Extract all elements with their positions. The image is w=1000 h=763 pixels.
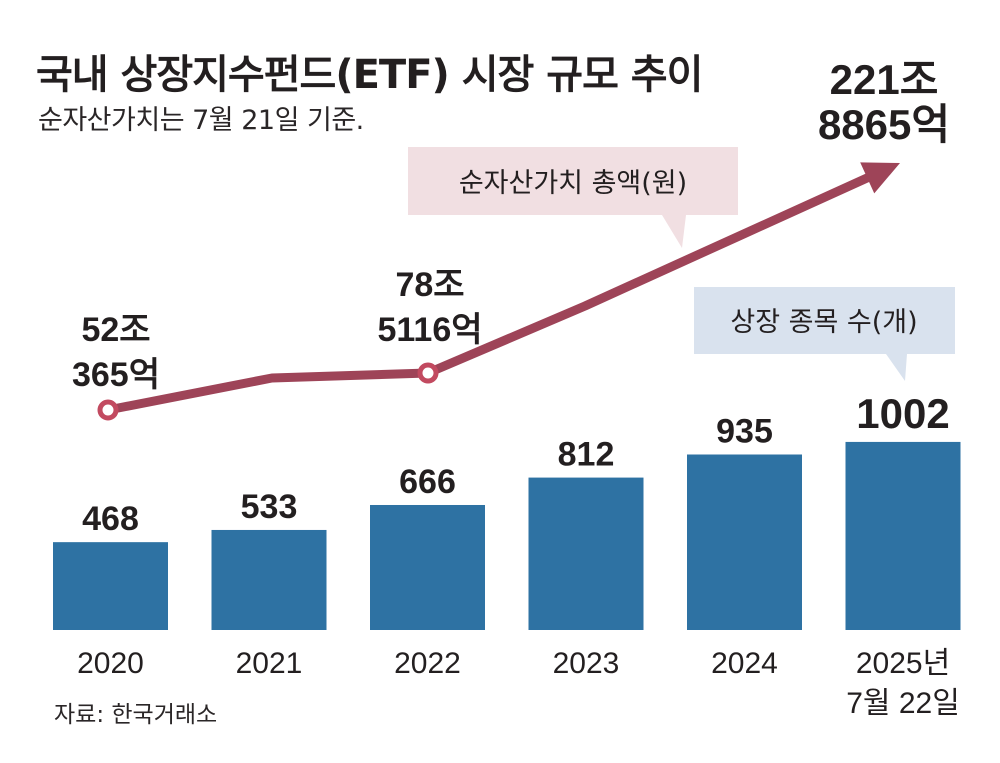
- net-asset-value-label: 8865억: [818, 101, 950, 148]
- x-axis-tick-labels: 2020 2021 2022 2023 2024 2025년 7월 22일: [77, 647, 960, 720]
- bar-value-labels: 468 533 666 812 935 1002: [82, 390, 950, 538]
- line-point-marker: [417, 362, 439, 384]
- bar-series: [53, 441, 961, 630]
- x-tick-label: 2022: [394, 647, 461, 680]
- line-point-marker: [97, 399, 119, 421]
- chart-subtitle: 순자산가치는 7월 21일 기준.: [38, 105, 364, 136]
- net-asset-value-label: 78조: [395, 266, 464, 304]
- line-callout-label: 순자산가치 총액(원): [459, 168, 687, 199]
- bar-value-label: 468: [82, 500, 139, 538]
- bar-value-label: 666: [399, 463, 456, 501]
- bar-callout-box: [694, 287, 955, 381]
- net-asset-value-label: 5116억: [377, 311, 482, 349]
- bar-2024: [687, 454, 802, 630]
- x-tick-label: 2023: [553, 647, 620, 680]
- bar-callout-label: 상장 종목 수(개): [730, 307, 917, 338]
- bar-value-label: 812: [558, 436, 615, 474]
- bar-2021: [211, 529, 327, 630]
- net-asset-value-line: [107, 172, 873, 415]
- x-tick-label: 2024: [711, 647, 778, 680]
- net-asset-value-label: 221조: [830, 56, 939, 103]
- bar-2022: [370, 504, 485, 630]
- arrow-head-icon: [860, 162, 900, 194]
- bar-2025: [845, 441, 961, 630]
- line-callout-box: [408, 147, 738, 248]
- x-tick-label: 2021: [236, 647, 303, 680]
- net-asset-value-label: 52조: [81, 311, 150, 349]
- bar-series-callout: 상장 종목 수(개): [694, 287, 955, 381]
- bar-2020: [53, 542, 168, 630]
- bar-value-label: 1002: [856, 390, 949, 437]
- chart-title: 국내 상장지수펀드(ETF) 시장 규모 추이: [36, 52, 703, 98]
- source-note: 자료: 한국거래소: [54, 702, 218, 728]
- net-asset-value-label: 365억: [72, 356, 160, 394]
- x-tick-label: 7월 22일: [846, 687, 960, 720]
- x-tick-label: 2020: [77, 647, 144, 680]
- bar-2023: [528, 477, 644, 630]
- line-series-callout: 순자산가치 총액(원): [408, 147, 738, 248]
- bar-value-label: 935: [716, 413, 773, 451]
- x-tick-label: 2025년: [856, 647, 950, 680]
- bar-value-label: 533: [241, 488, 298, 526]
- line-series: [97, 162, 900, 421]
